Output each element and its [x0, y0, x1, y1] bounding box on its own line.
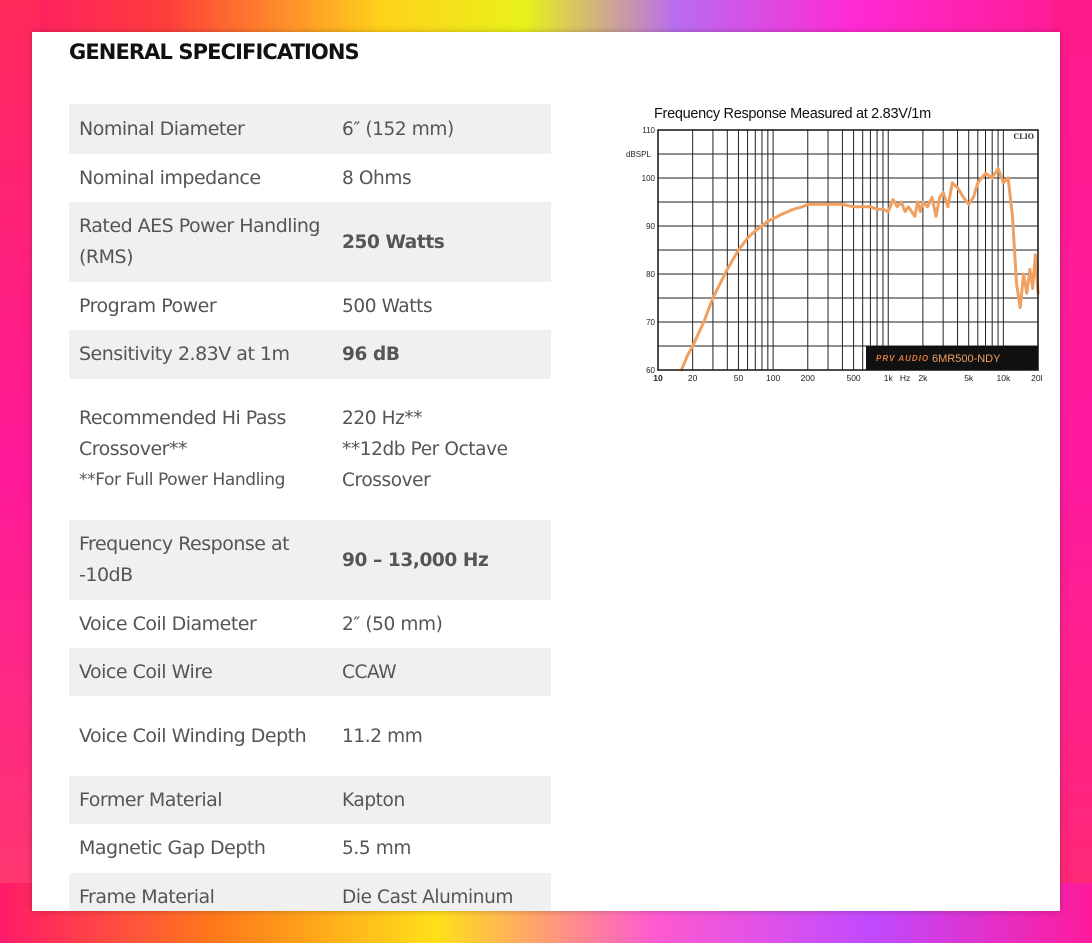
y-tick-label: 110 — [642, 126, 655, 135]
spec-label: Magnetic Gap Depth — [79, 837, 266, 859]
y-tick-label: 70 — [646, 318, 655, 327]
spec-value-cell: 220 Hz** **12db Per Octave Crossover — [332, 379, 551, 520]
x-tick-label: 50 — [734, 373, 744, 383]
spec-label: Voice Coil Diameter — [79, 612, 257, 635]
x-tick-label: Hz — [900, 373, 910, 383]
chart-svg: Frequency Response Measured at 2.83V/1m … — [626, 106, 1046, 383]
spec-value: Die Cast Aluminum — [332, 873, 551, 911]
specs-table: Nominal Diameter 6″ (152 mm) Nominal imp… — [69, 104, 551, 911]
table-row: Recommended Hi Pass Crossover** **For Fu… — [69, 379, 551, 520]
spec-value: 8 Ohms — [342, 167, 412, 189]
spec-value: CCAW — [332, 648, 551, 696]
plot-border — [657, 129, 1039, 371]
spec-value: Kapton — [332, 776, 551, 824]
spec-value: 90 – 13,000 Hz — [332, 520, 551, 600]
table-row: Former Material Kapton — [69, 776, 551, 824]
x-tick-label: 2k — [918, 373, 928, 383]
spec-value: 5.5 mm — [342, 838, 411, 859]
table-row: Sensitivity 2.83V at 1m 96 dB — [69, 330, 551, 379]
table-row: Nominal Diameter 6″ (152 mm) — [69, 104, 551, 154]
frequency-response-chart: Frequency Response Measured at 2.83V/1m … — [622, 102, 1046, 402]
clio-brand-mark: CLIO — [1014, 132, 1034, 141]
table-row: Voice Coil Diameter 2″ (50 mm) — [69, 600, 551, 648]
spec-value: 96 dB — [332, 330, 551, 379]
chart-ticks: 60 70 80 90 100 110 10 20 50 100 200 500 1k Hz 2k 5k 10k… — [642, 126, 1046, 383]
spec-label: Former Material — [69, 776, 332, 824]
x-tick-label: 20k — [1031, 373, 1042, 383]
x-tick-label: 20 — [688, 373, 698, 383]
x-tick-label: 10 — [653, 373, 663, 383]
spec-label: Voice Coil Wire — [69, 648, 332, 696]
x-tick-label: 5k — [964, 373, 974, 383]
y-tick-label: 80 — [646, 270, 655, 279]
table-row: Voice Coil Wire CCAW — [69, 648, 551, 696]
x-tick-label: 100 — [766, 373, 780, 383]
table-row: Rated AES Power Handling (RMS) 250 Watts — [69, 202, 551, 282]
table-row: Magnetic Gap Depth 5.5 mm — [69, 824, 551, 873]
spec-value-note: **12db Per Octave Crossover — [342, 439, 508, 491]
x-tick-label: 500 — [846, 373, 860, 383]
table-row: Frequency Response at -10dB 90 – 13,000 … — [69, 520, 551, 600]
spec-value: 11.2 mm — [342, 725, 423, 747]
spec-label-note: **For Full Power Handling — [79, 470, 286, 490]
y-tick-label: 60 — [646, 366, 655, 375]
spec-value: 6″ (152 mm) — [332, 104, 551, 154]
x-tick-label: 200 — [801, 373, 815, 383]
table-row: Frame Material Die Cast Aluminum — [69, 873, 551, 911]
y-tick-label: 100 — [642, 174, 656, 183]
content-panel: GENERAL SPECIFICATIONS Nominal Diameter … — [32, 32, 1060, 911]
spec-label-cell: Recommended Hi Pass Crossover** **For Fu… — [69, 379, 332, 520]
y-tick-label: 90 — [646, 222, 655, 231]
spec-value: 2″ (50 mm) — [342, 613, 443, 635]
chart-grid — [657, 129, 1039, 371]
table-row: Program Power 500 Watts — [69, 282, 551, 330]
y-axis-label: dBSPL — [626, 150, 651, 159]
x-tick-label: 1k — [884, 373, 894, 383]
spec-label: Sensitivity 2.83V at 1m — [69, 330, 332, 379]
spec-label: Nominal impedance — [79, 166, 261, 189]
spec-label: Frequency Response at -10dB — [69, 520, 332, 600]
section-heading: GENERAL SPECIFICATIONS — [69, 40, 360, 64]
model-label: 6MR500-NDY — [932, 353, 1001, 365]
response-curve — [680, 166, 1040, 372]
spec-value: 220 Hz** — [342, 408, 423, 429]
spec-value: 250 Watts — [332, 202, 551, 282]
model-label-box — [866, 346, 1038, 370]
prv-audio-logo: PRV AUDIO — [876, 354, 929, 363]
spec-label: Recommended Hi Pass Crossover** — [79, 407, 286, 460]
spec-label: Nominal Diameter — [69, 104, 332, 154]
table-row: Voice Coil Winding Depth 11.2 mm — [69, 696, 551, 776]
spec-label: Program Power — [79, 294, 217, 317]
spec-label: Voice Coil Winding Depth — [79, 724, 307, 747]
spec-label: Frame Material — [69, 873, 332, 911]
chart-title: Frequency Response Measured at 2.83V/1m — [654, 106, 931, 122]
table-row: Nominal impedance 8 Ohms — [69, 154, 551, 202]
x-tick-label: 10k — [996, 373, 1010, 383]
spec-value: 500 Watts — [342, 295, 433, 317]
spec-label: Rated AES Power Handling (RMS) — [69, 202, 332, 282]
